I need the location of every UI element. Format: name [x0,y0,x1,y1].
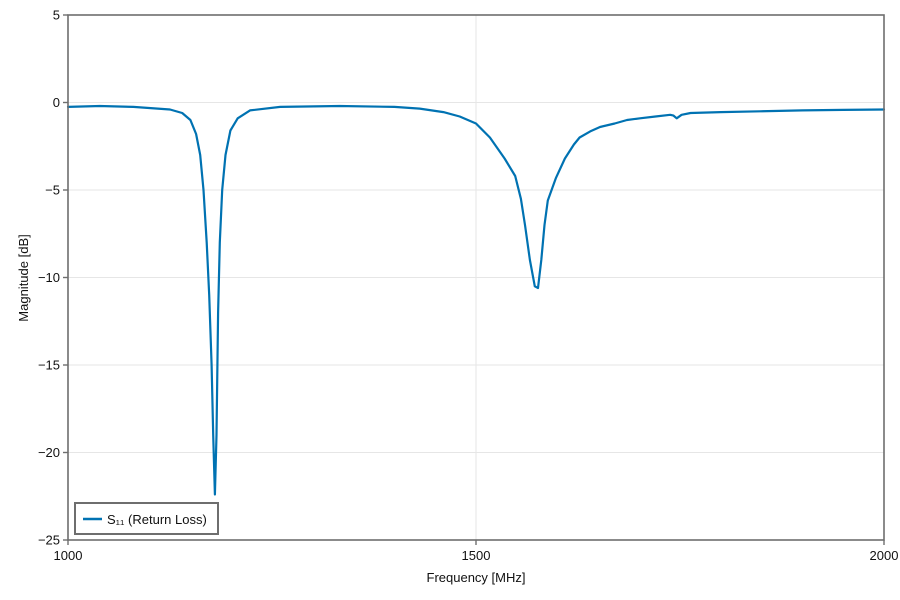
x-tick-label: 2000 [870,548,899,563]
x-tick-label: 1500 [462,548,491,563]
legend-label: S₁₁ (Return Loss) [107,512,207,527]
legend: S₁₁ (Return Loss) [74,502,219,535]
y-tick-label: −25 [38,533,60,548]
x-axis-ticks: 1000 1500 2000 [54,540,899,563]
y-tick-label: −20 [38,445,60,460]
x-axis-label: Frequency [MHz] [427,570,526,585]
y-tick-label: 0 [53,95,60,110]
y-tick-label: 5 [53,8,60,23]
x-tick-label: 1000 [54,548,83,563]
y-tick-label: −10 [38,270,60,285]
y-tick-label: −15 [38,358,60,373]
series-line [66,104,886,496]
y-axis-ticks: 5 0 −5 −10 −15 −20 −25 [38,8,68,548]
y-tick-label: −5 [45,183,60,198]
data-series [66,104,886,496]
y-axis-label: Magnitude [dB] [16,234,31,321]
grid-lines [68,15,884,540]
